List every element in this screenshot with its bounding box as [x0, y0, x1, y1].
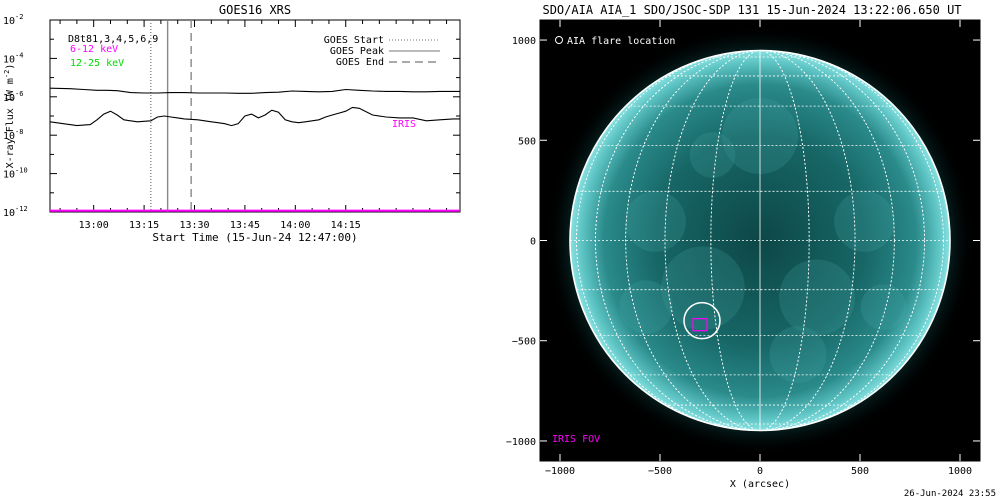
- flare-location-legend-label: AIA flare location: [567, 36, 675, 47]
- goes-series-line-1: [50, 87, 460, 94]
- legend-12-25kev-label: 12-25 keV: [70, 58, 124, 69]
- goes-x-tick-label: 14:00: [280, 220, 310, 231]
- iris-fov-box: [692, 318, 708, 332]
- goes-legend-right: GOES Start GOES Peak GOES End: [324, 35, 440, 68]
- goes-x-tick-label: 13:30: [179, 220, 209, 231]
- goes-x-tick-label: 13:15: [129, 220, 159, 231]
- aia-y-tick-label: 500: [518, 136, 536, 147]
- goes-xrs-chart: GOES16 XRS 10-12 10-10 10-8 10-6 10-4 10-2 13…: [3, 3, 461, 244]
- aia-x-tick-label: 0: [757, 466, 763, 477]
- goes-y-tick-label: 10-4: [3, 51, 23, 65]
- legend-goes-end-label: GOES End: [336, 57, 384, 68]
- aia-image-panel: SDO/AIA AIA_1 SDO/JSOC-SDP 131 15-Jun-20…: [506, 3, 981, 490]
- coronal-bright-region: [619, 280, 673, 334]
- aia-y-axis: −1000 −500 0 500 1000: [506, 36, 980, 448]
- goes-x-tick-label: 14:15: [331, 220, 361, 231]
- legend-6-12kev-label: 6-12 keV: [70, 44, 118, 55]
- coronal-bright-region: [625, 191, 686, 252]
- aia-y-tick-label: −1000: [506, 437, 536, 448]
- plot-timestamp: 26-Jun-2024 23:55: [904, 489, 996, 499]
- goes-y-tick-label: 10-8: [3, 128, 23, 142]
- flare-location-circle: [683, 301, 721, 340]
- aia-x-axis-label: X (arcsec): [730, 479, 790, 490]
- goes-x-tick-label: 13:00: [79, 220, 109, 231]
- aia-x-tick-label: −1000: [545, 466, 575, 477]
- coronal-bright-region: [769, 326, 827, 383]
- aia-x-tick-label: −500: [648, 466, 672, 477]
- aia-image-title: SDO/AIA AIA_1 SDO/JSOC-SDP 131 15-Jun-20…: [542, 3, 961, 17]
- goes-series: [50, 87, 460, 212]
- coronal-bright-region: [779, 259, 855, 336]
- legend-goes-start-label: GOES Start: [324, 35, 384, 46]
- aia-y-tick-label: −500: [512, 337, 536, 348]
- coronal-features: [619, 98, 907, 383]
- aia-x-axis: −1000 −500 0 500 1000: [545, 20, 972, 477]
- iris-fov-label: IRIS FOV: [552, 434, 600, 445]
- flare-location-legend-icon: [555, 36, 563, 44]
- aia-sun-image: [545, 25, 975, 456]
- aia-y-tick-label: 1000: [512, 36, 536, 47]
- legend-detector-label: D8t81,3,4,5,6,9: [68, 34, 158, 45]
- goes-series-line-2: [50, 106, 460, 127]
- goes-y-tick-label: 10-6: [3, 90, 23, 104]
- goes-legend-left: D8t81,3,4,5,6,9 6-12 keV 12-25 keV: [68, 34, 158, 69]
- goes-y-tick-label: 10-12: [3, 205, 28, 219]
- legend-goes-peak-label: GOES Peak: [330, 46, 384, 57]
- coronal-bright-region: [689, 132, 736, 178]
- goes-chart-title: GOES16 XRS: [219, 3, 291, 17]
- goes-y-axis: 10-12 10-10 10-8 10-6 10-4 10-2: [3, 13, 460, 219]
- coronal-bright-region: [860, 284, 907, 330]
- goes-y-tick-label: 10-10: [3, 167, 28, 181]
- coronal-bright-region: [661, 246, 745, 330]
- goes-y-tick-label: 10-2: [3, 13, 23, 27]
- coronal-bright-region: [834, 191, 895, 252]
- aia-x-tick-label: 500: [851, 466, 869, 477]
- goes-x-tick-label: 13:45: [230, 220, 260, 231]
- goes-y-axis-label: X-ray Flux (W m-2): [3, 64, 16, 169]
- solar-limb: [569, 49, 951, 432]
- goes-x-axis-label: Start Time (15-Jun-24 12:47:00): [152, 231, 357, 244]
- iris-annotation: IRIS: [392, 119, 416, 130]
- aia-x-tick-label: 1000: [948, 466, 972, 477]
- aia-y-tick-label: 0: [530, 237, 536, 248]
